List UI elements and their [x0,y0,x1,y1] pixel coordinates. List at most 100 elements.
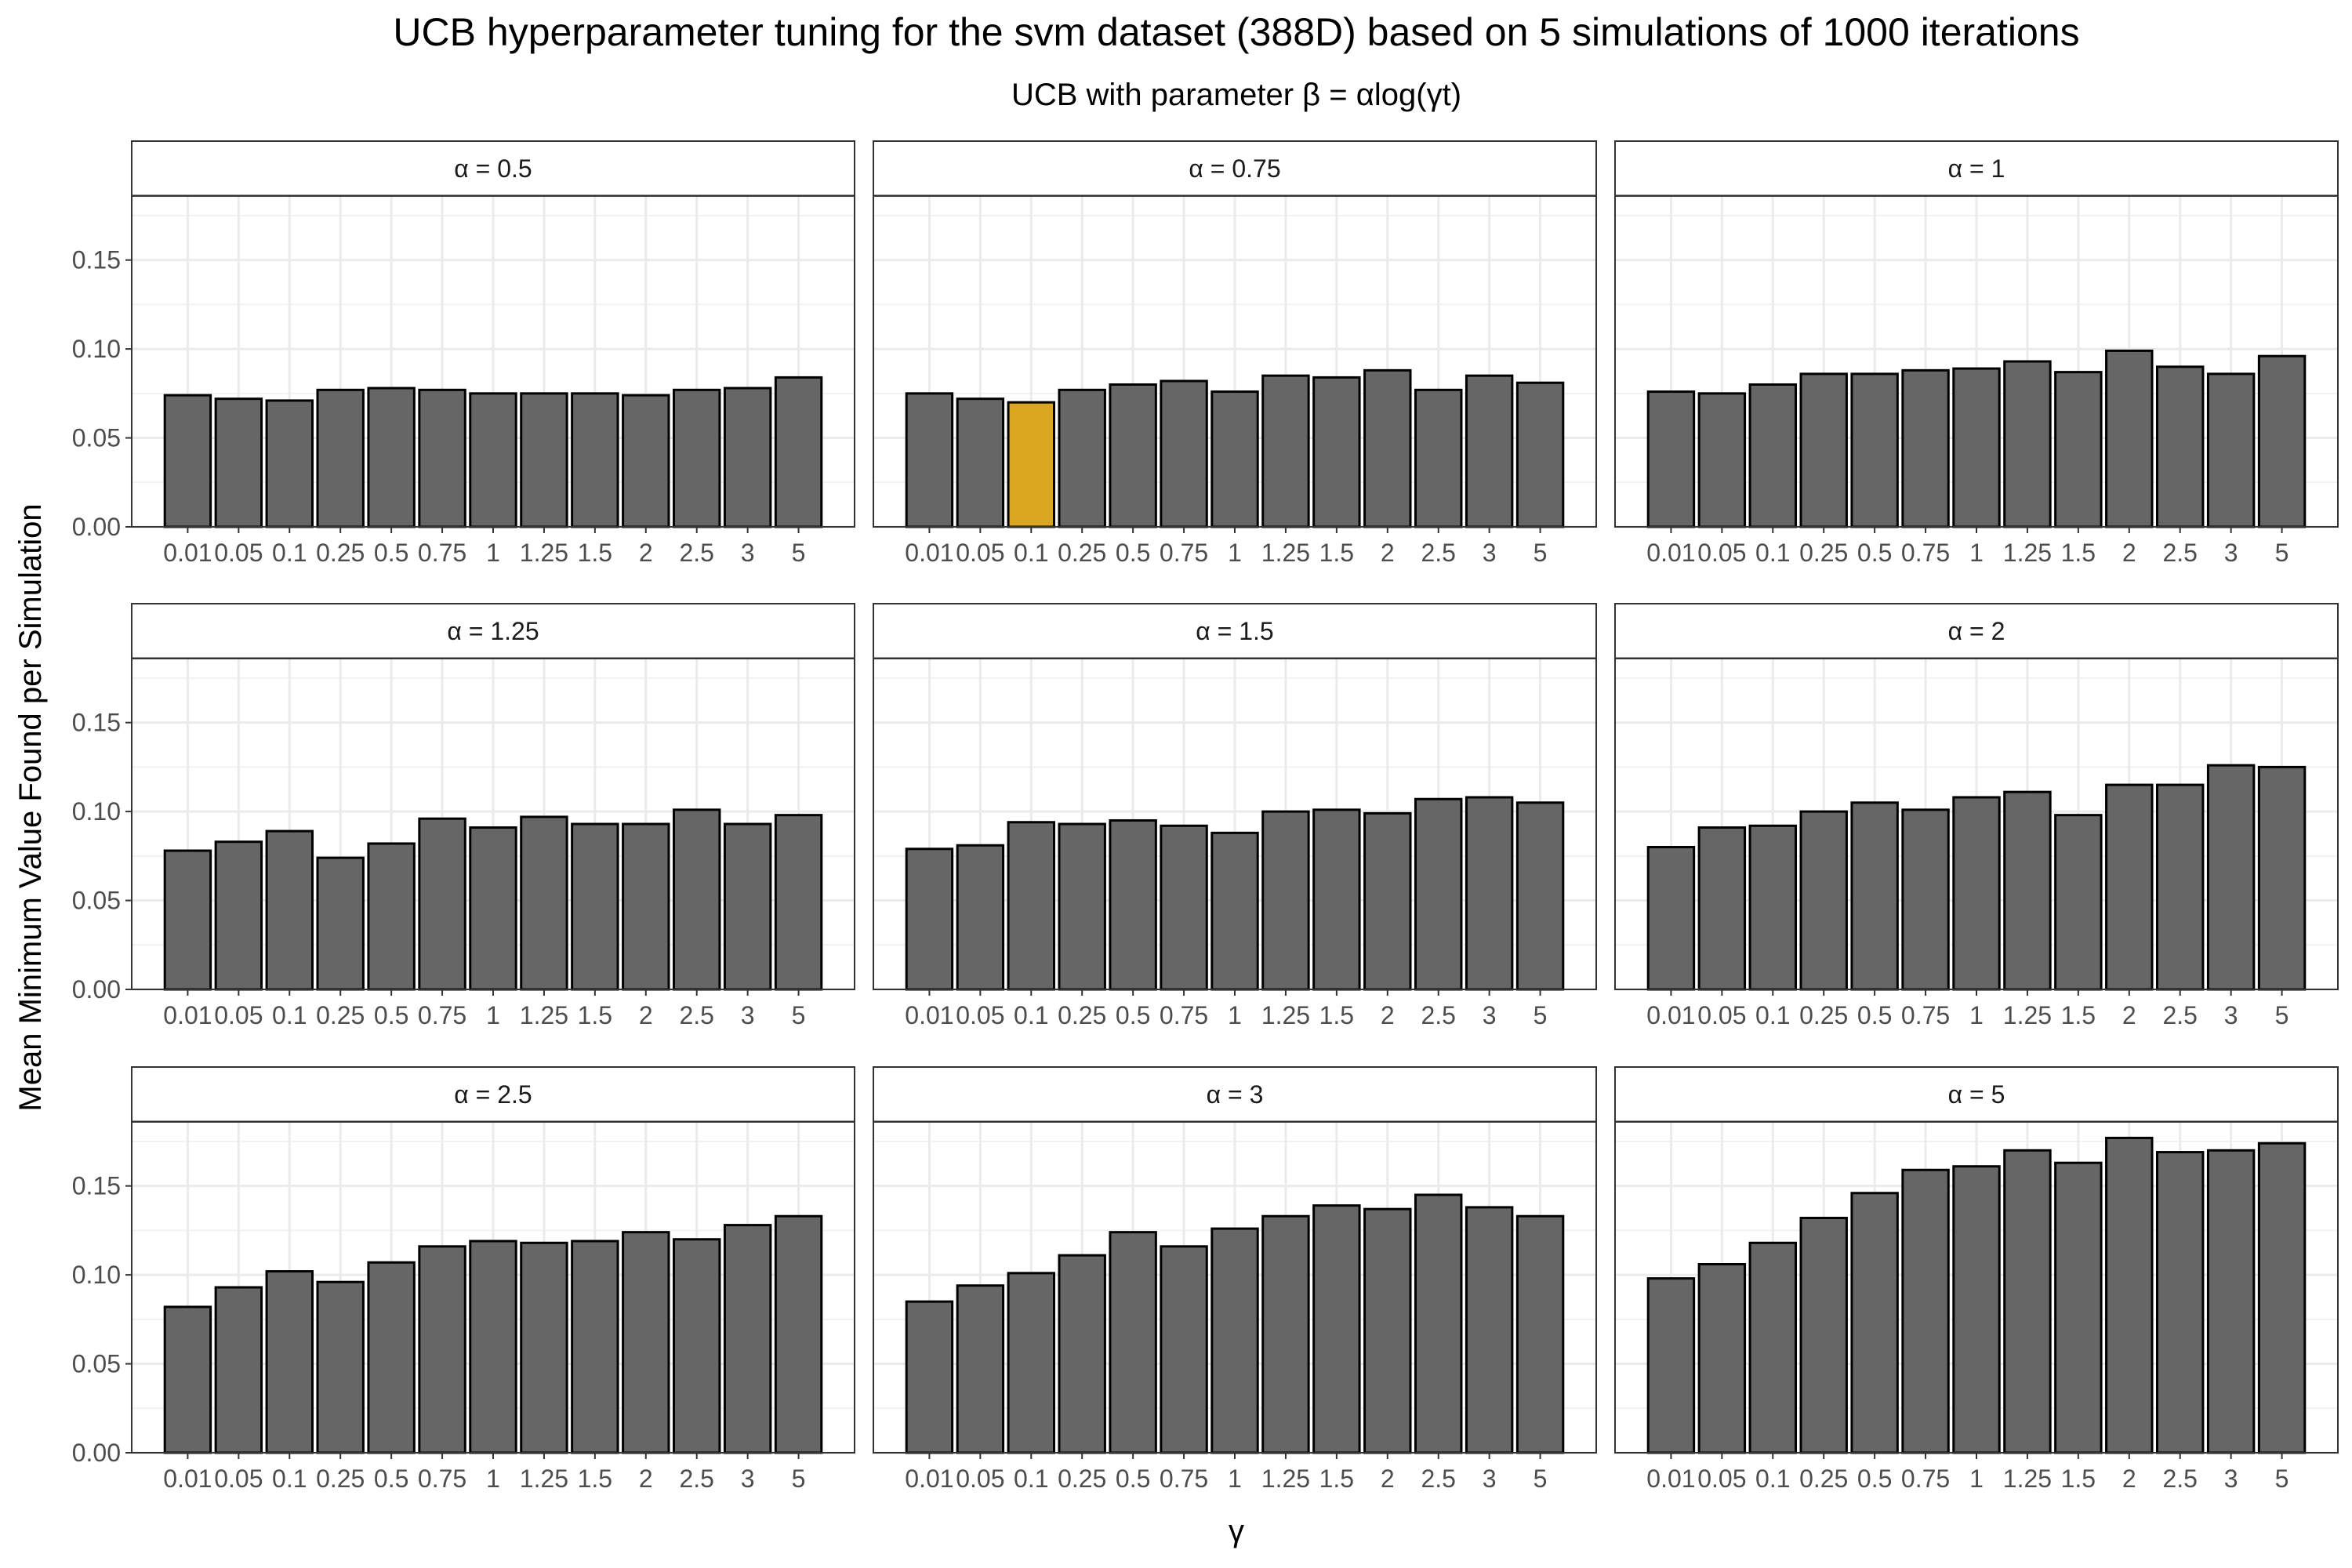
bar [1161,1247,1207,1453]
bar [1648,392,1693,527]
bar [1699,1265,1744,1453]
bar [1161,381,1207,527]
bar [1110,1232,1156,1453]
bar [368,1262,414,1453]
bar [2208,374,2253,527]
facet-panel: α = 2.50.01 0.05 0.1 0.25 0.5 0.75 1 1.25 1.5 2 2.… [72,1067,855,1493]
y-tick-label: 0.00 [72,975,121,1004]
x-tick-label: 1.25 [2003,539,2052,567]
x-tick-label: 0.01 [163,1465,212,1493]
x-tick-label: 1.5 [1319,539,1354,567]
bar-highlighted [1008,402,1054,527]
x-tick-label: 0.1 [1014,1001,1048,1029]
bar [1263,1216,1308,1453]
bar [775,377,821,527]
x-tick-label: 3 [1483,539,1497,567]
x-tick-label: 0.01 [1646,1465,1695,1493]
bar [623,1232,669,1453]
x-tick-label: 0.05 [956,1465,1004,1493]
bar [623,824,669,989]
x-tick-label: 2 [1381,539,1395,567]
facet-panel: α = 50.01 0.05 0.1 0.25 0.5 0.75 1 1.25 1.5 2 2.5 3… [1615,1067,2338,1493]
x-tick-label: 1 [1969,539,1984,567]
bar [1466,376,1512,527]
x-tick-label: 0.05 [214,1001,263,1029]
facet-panel: α = 0.75 0.01 0.05 0.1 0.25 0.5 0.75 1 1.25 1.5 2 2… [873,141,1596,567]
x-tick-label: 5 [2275,1465,2289,1493]
x-tick-label: 0.75 [1160,539,1208,567]
x-tick-label: 0.5 [1857,1001,1892,1029]
bar [521,394,567,527]
x-tick-label: 3 [741,1001,755,1029]
x-tick-label: 1.5 [2061,1001,2096,1029]
bar [2259,1143,2304,1453]
facet-strip-label: α = 1.5 [1196,617,1273,645]
bar [1416,1195,1461,1453]
bar [470,394,516,527]
y-tick-label: 0.15 [72,709,121,737]
x-tick-label: 1.5 [578,1001,612,1029]
x-tick-label: 1.5 [2061,539,2096,567]
x-tick-label: 0.1 [1755,539,1790,567]
x-tick-label: 0.05 [214,1465,263,1493]
x-tick-label: 0.75 [1901,539,1950,567]
x-tick-label: 1 [1228,539,1242,567]
x-tick-label: 5 [792,539,806,567]
x-tick-label: 0.05 [956,539,1004,567]
facet-strip-label: α = 5 [1948,1080,2005,1109]
bar [572,394,618,527]
bar [1365,370,1410,527]
x-tick-label: 0.75 [1160,1001,1208,1029]
x-tick-label: 1 [486,1465,500,1493]
y-tick-label: 0.00 [72,513,121,541]
x-tick-label: 5 [1534,539,1548,567]
bar [521,817,567,989]
bar [2158,1152,2203,1453]
bar [1110,820,1156,989]
facet-strip-label: α = 2.5 [454,1080,532,1109]
x-tick-label: 0.1 [1755,1465,1790,1493]
bar [521,1243,567,1453]
bar [1466,1207,1512,1453]
bar [1903,370,1948,527]
x-tick-label: 0.01 [905,1465,953,1493]
x-tick-label: 2 [2122,539,2136,567]
bar [368,388,414,527]
bar [1416,799,1461,989]
facet-strip-label: α = 1.25 [447,617,539,645]
bar [1263,376,1308,527]
x-tick-label: 0.25 [1058,539,1106,567]
x-tick-label: 1 [486,1001,500,1029]
bar [1954,1167,1999,1453]
x-tick-label: 0.25 [316,1001,365,1029]
x-tick-label: 0.25 [316,539,365,567]
x-tick-label: 0.05 [1697,1001,1746,1029]
facet-strip-label: α = 3 [1207,1080,1264,1109]
bar [1212,392,1258,527]
bar [1750,1243,1795,1453]
bar [1801,811,1846,989]
bar [1699,828,1744,989]
bar [2208,1150,2253,1453]
x-tick-label: 3 [741,539,755,567]
x-tick-label: 1.5 [578,1465,612,1493]
x-tick-label: 2 [639,1465,653,1493]
bar [572,824,618,989]
x-tick-label: 1 [1228,1465,1242,1493]
facet-panel: α = 20.01 0.05 0.1 0.25 0.5 0.75 1 1.25 1.5 2 2.5 3… [1615,604,2338,1029]
bar [2005,361,2050,527]
x-tick-label: 3 [2224,1001,2238,1029]
bar [1365,813,1410,989]
facet-strip-label: α = 0.75 [1189,154,1280,183]
x-tick-label: 1.25 [1261,539,1310,567]
x-tick-label: 0.75 [418,539,466,567]
bar [419,818,465,989]
x-tick-label: 0.1 [1014,1465,1048,1493]
x-tick-label: 0.1 [272,1001,307,1029]
x-tick-label: 2.5 [2162,1001,2197,1029]
bar [2259,767,2304,989]
bar [2005,792,2050,989]
x-tick-label: 0.1 [272,539,307,567]
bar [1903,1170,1948,1453]
bar [2107,350,2152,527]
